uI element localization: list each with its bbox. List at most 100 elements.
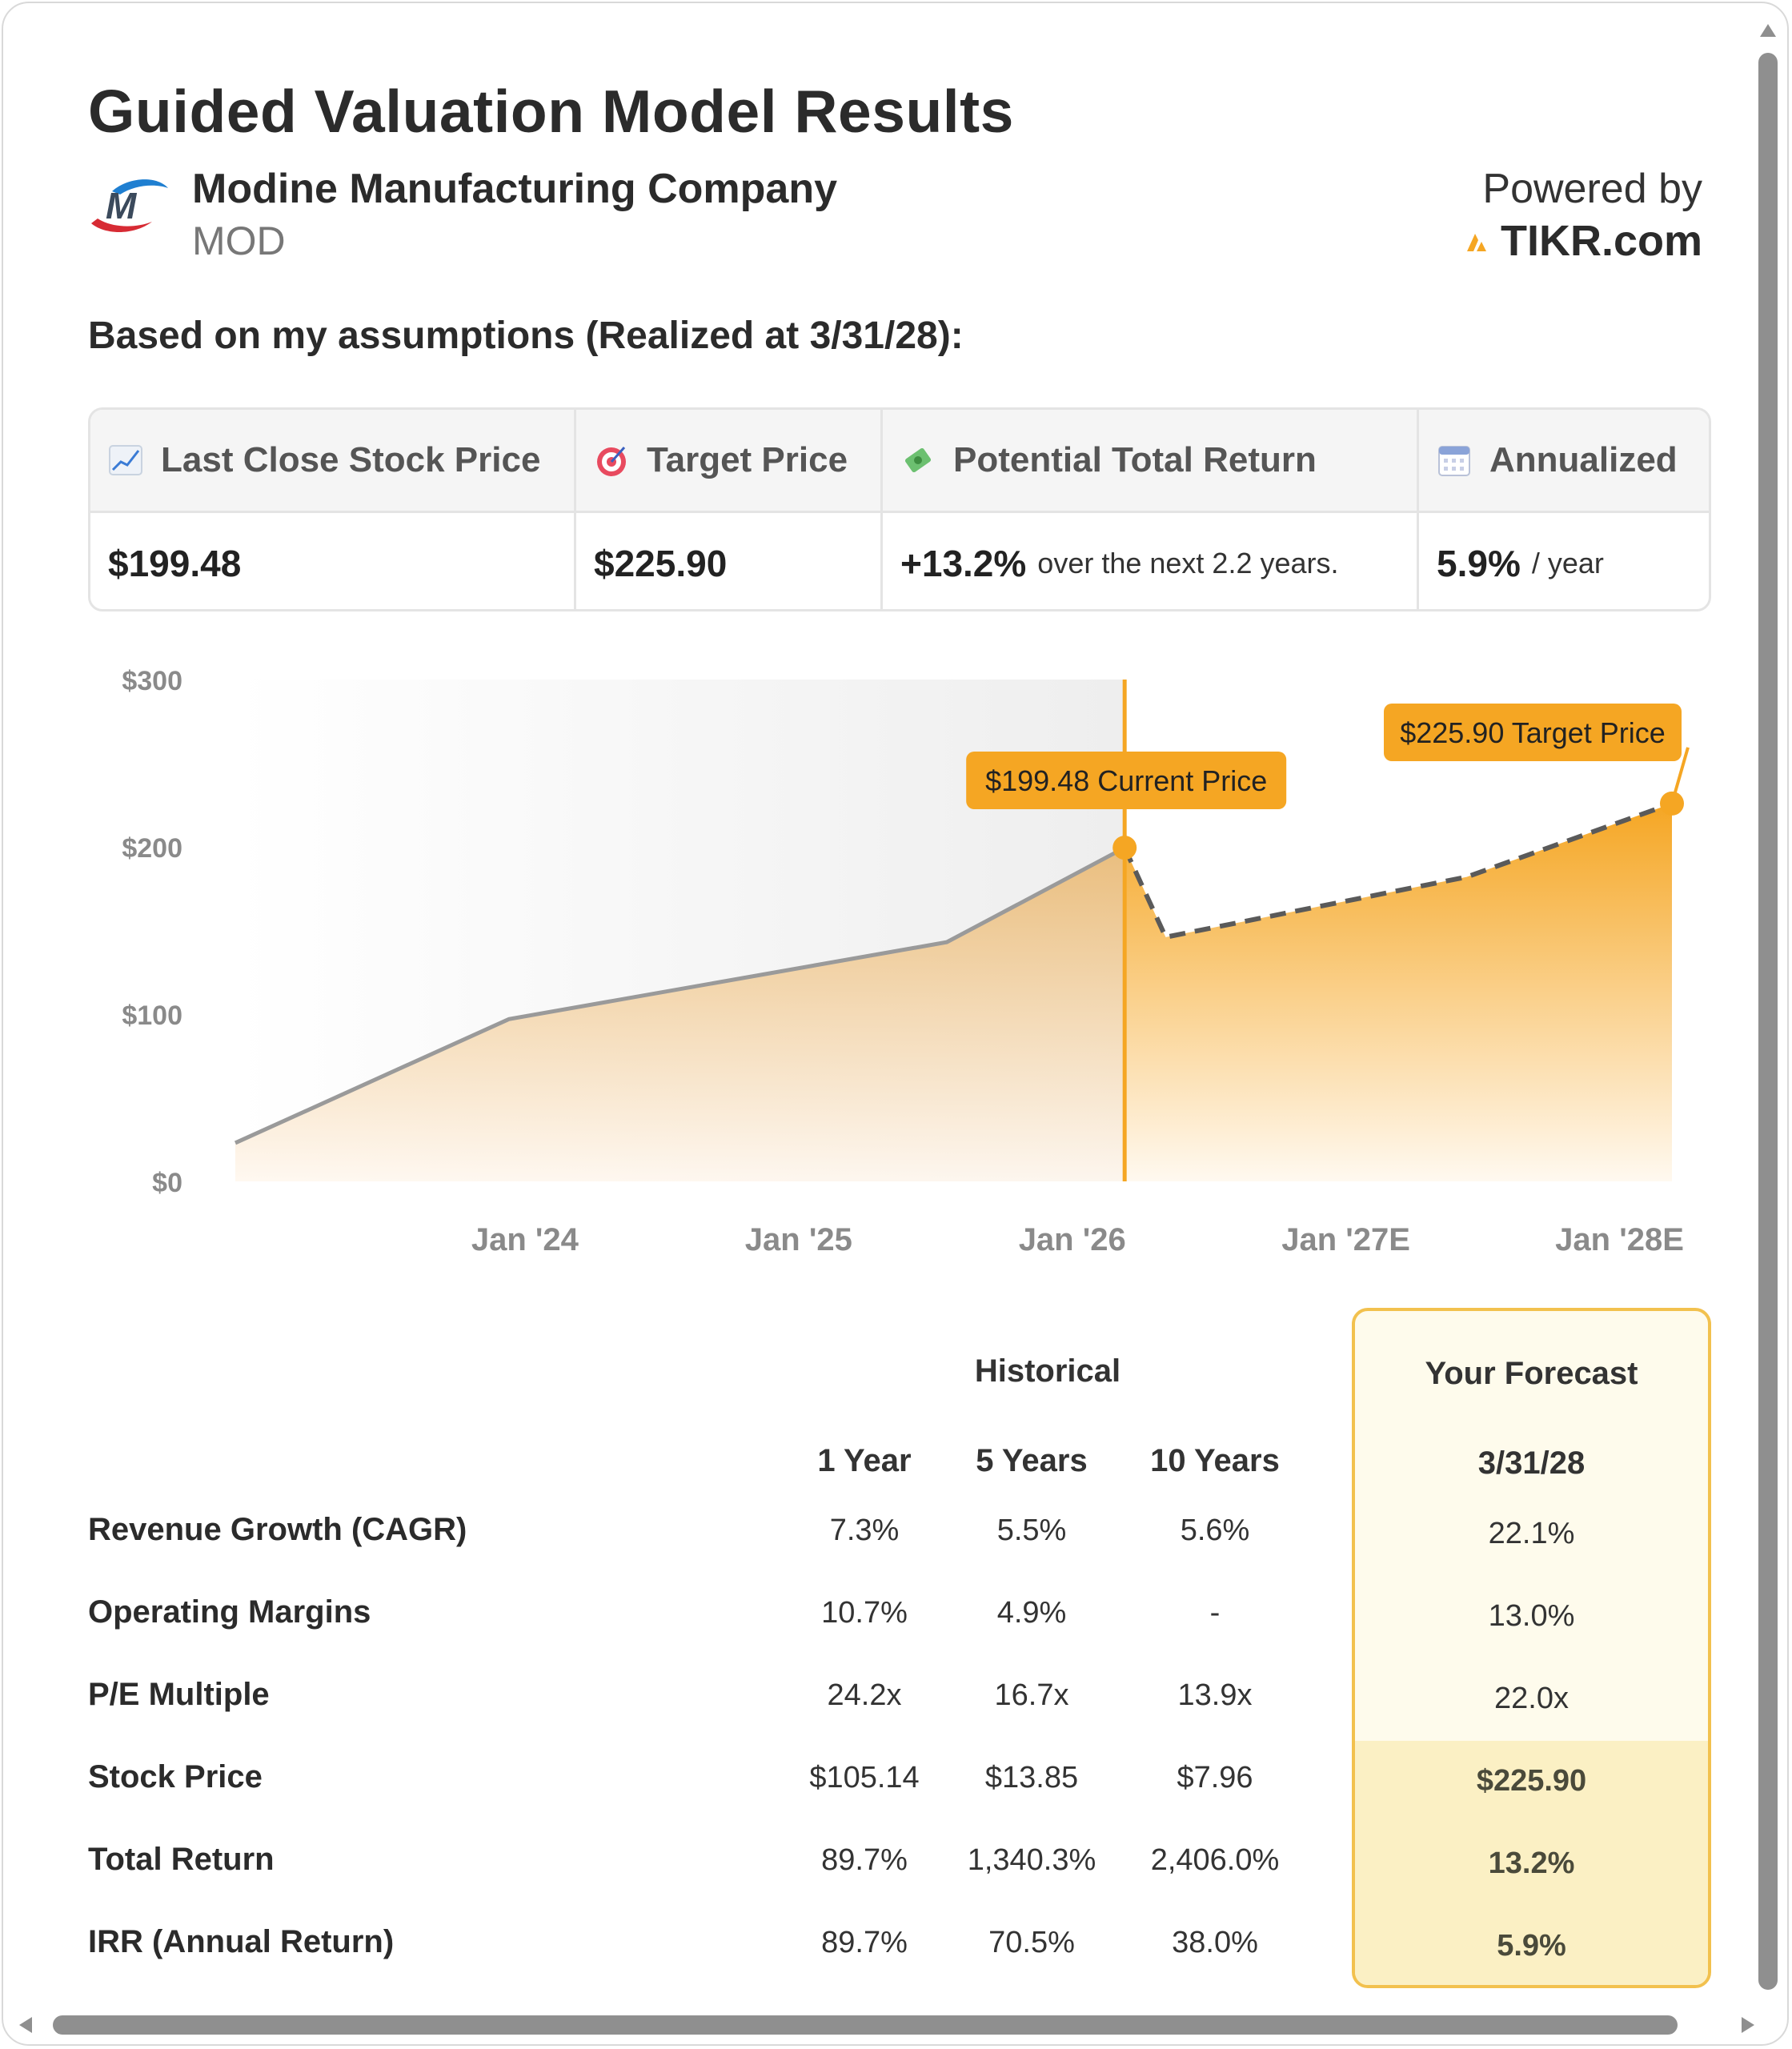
row-value: 89.7%	[821, 1843, 908, 1877]
header-target-price: Target Price	[576, 410, 883, 511]
col-1-year: 1 Year	[817, 1443, 912, 1478]
historical-area	[235, 848, 1125, 1181]
y-tick-label: $300	[122, 666, 182, 696]
tikr-logo-icon	[1466, 234, 1486, 251]
row-value: 13.9x	[1177, 1678, 1253, 1712]
current-price-label-box	[966, 752, 1287, 809]
row-label: Revenue Growth (CAGR)	[88, 1512, 467, 1547]
horizontal-scroll-thumb[interactable]	[53, 2015, 1678, 2035]
page-title: Guided Valuation Model Results	[88, 78, 1014, 145]
target-price-point	[1660, 791, 1684, 816]
current-price-label-text: $199.48 Current Price	[985, 764, 1267, 797]
price-chart-svg: $199.48 Current Price $225.90 Target Pric…	[122, 666, 1690, 1257]
price-chart: $199.48 Current Price $225.90 Target Pric…	[3, 644, 1787, 1284]
historical-group-header: Historical	[974, 1353, 1121, 1389]
row-value: -	[1209, 1596, 1221, 1630]
header-last-close: Last Close Stock Price	[90, 410, 576, 511]
summary-header-row: Last Close Stock Price Target Price Pote…	[90, 410, 1709, 513]
annualized-suffix: / year	[1531, 547, 1604, 579]
target-cell: $225.90	[576, 513, 883, 609]
vertical-scrollbar[interactable]	[1754, 21, 1782, 2006]
historical-line	[234, 845, 1126, 1145]
row-value: 2,406.0%	[1150, 1843, 1280, 1877]
row-forecast-value: 22.1%	[1488, 1517, 1575, 1550]
forecast-area	[1125, 803, 1672, 1181]
row-value: 24.2x	[827, 1678, 902, 1712]
forecast-group-header: Your Forecast	[1425, 1356, 1638, 1391]
row-forecast-value: 22.0x	[1494, 1682, 1569, 1715]
row-value: 16.7x	[994, 1678, 1069, 1712]
row-label: P/E Multiple	[88, 1677, 270, 1712]
x-tick-label: Jan '25	[745, 1222, 852, 1257]
row-value: 89.7%	[821, 1926, 908, 1959]
x-tick-label: Jan '28E	[1555, 1222, 1684, 1257]
x-tick-label: Jan '27E	[1281, 1222, 1410, 1257]
assumptions-heading: Based on my assumptions (Realized at 3/3…	[88, 315, 964, 357]
row-value: 5.5%	[996, 1514, 1067, 1547]
powered-by-label: Powered by	[1482, 166, 1702, 212]
x-tick-label: Jan '26	[1019, 1222, 1126, 1257]
row-forecast-value: 13.2%	[1488, 1847, 1575, 1880]
modine-m-logo-icon: M	[91, 179, 168, 232]
header-annualized-label: Annualized	[1489, 440, 1678, 479]
summary-value-row: $199.48 $225.90 +13.2% over the next 2.2…	[90, 513, 1709, 609]
row-label: IRR (Annual Return)	[88, 1924, 395, 1959]
svg-text:M: M	[106, 185, 138, 227]
header-target-label: Target Price	[647, 440, 848, 479]
scroll-left-icon[interactable]	[19, 2017, 32, 2033]
row-value: 1,340.3%	[967, 1843, 1096, 1877]
horizontal-scrollbar[interactable]	[14, 2011, 1759, 2039]
target-price-label-text: $225.90 Target Price	[1400, 716, 1666, 749]
header-total-return-label: Potential Total Return	[953, 440, 1317, 479]
row-forecast-value: 5.9%	[1497, 1929, 1566, 1963]
x-tick-label: Jan '24	[471, 1222, 579, 1257]
row-label: Stock Price	[88, 1759, 263, 1794]
col-forecast-date: 3/31/28	[1477, 1446, 1586, 1481]
y-tick-label: $100	[122, 1000, 182, 1031]
header-annualized: Annualized	[1419, 410, 1709, 511]
tikr-brand-label: TIKR.com	[1500, 217, 1702, 265]
row-label: Operating Margins	[88, 1594, 371, 1630]
scroll-up-icon[interactable]	[1760, 24, 1776, 37]
row-value: 10.7%	[821, 1596, 908, 1630]
row-forecast-value: $225.90	[1476, 1764, 1587, 1798]
row-value: $105.14	[809, 1761, 920, 1794]
company-ticker: MOD	[192, 219, 286, 263]
bullseye-icon	[597, 447, 626, 476]
last-close-value: $199.48	[108, 543, 242, 584]
row-value: 5.6%	[1180, 1514, 1250, 1547]
col-5-years: 5 Years	[976, 1443, 1088, 1478]
row-value: 7.3%	[829, 1514, 900, 1547]
y-tick-label: $0	[152, 1168, 182, 1198]
row-label: Total Return	[88, 1842, 275, 1877]
calendar-icon	[1438, 446, 1470, 476]
y-tick-label: $200	[122, 833, 182, 864]
header-last-close-label: Last Close Stock Price	[161, 440, 541, 479]
scroll-right-icon[interactable]	[1742, 2017, 1754, 2033]
total-return-cell: +13.2% over the next 2.2 years.	[883, 513, 1419, 609]
row-value: 38.0%	[1172, 1926, 1258, 1959]
forecast-line	[1122, 801, 1674, 940]
target-price-value: $225.90	[594, 543, 728, 584]
current-price-point	[1112, 836, 1137, 860]
total-return-value: +13.2%	[900, 543, 1027, 584]
row-value: 4.9%	[996, 1596, 1067, 1630]
money-with-wings-icon	[904, 447, 932, 473]
target-price-label-box	[1384, 704, 1682, 761]
row-value: 70.5%	[988, 1926, 1075, 1959]
row-value: $7.96	[1177, 1761, 1253, 1794]
header-total-return: Potential Total Return	[883, 410, 1419, 511]
summary-table: Last Close Stock Price Target Price Pote…	[88, 407, 1711, 611]
total-return-suffix: over the next 2.2 years.	[1037, 547, 1339, 579]
vertical-scroll-thumb[interactable]	[1758, 53, 1778, 1990]
company-name: Modine Manufacturing Company	[192, 166, 837, 212]
col-10-years: 10 Years	[1150, 1443, 1280, 1478]
tikr-link[interactable]: TIKR.com	[1464, 216, 1702, 266]
chart-increasing-icon	[109, 445, 142, 475]
row-forecast-value: 13.0%	[1488, 1599, 1575, 1633]
forecast-column-box	[1352, 1308, 1711, 1988]
row-value: $13.85	[984, 1761, 1079, 1794]
forecast-highlight	[1355, 1741, 1708, 1985]
annualized-value: 5.9%	[1437, 543, 1521, 584]
